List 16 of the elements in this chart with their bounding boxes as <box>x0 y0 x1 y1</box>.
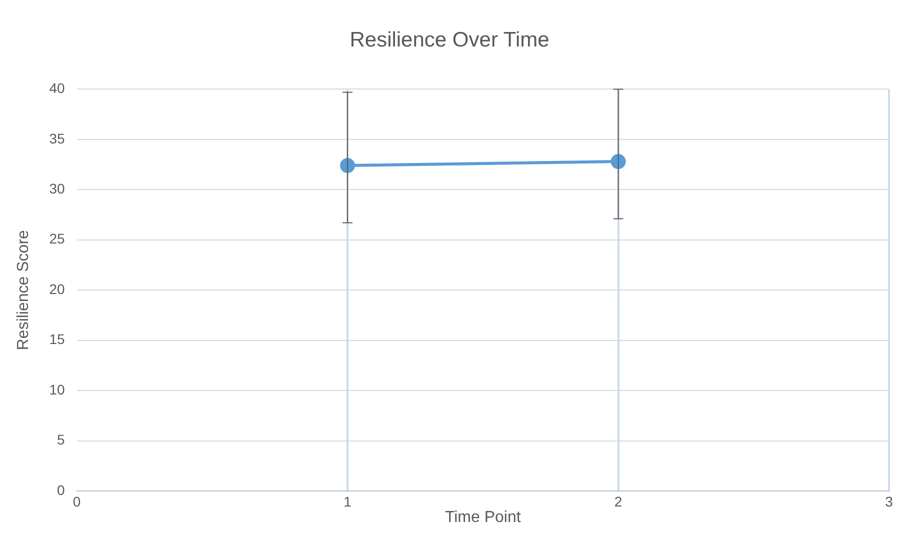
y-tick-label: 0 <box>56 482 65 498</box>
x-tick-label: 1 <box>344 493 352 510</box>
y-tick-label: 25 <box>49 230 65 247</box>
y-axis-title: Resilience Score <box>15 230 32 350</box>
y-tick-label: 20 <box>49 280 65 297</box>
y-tick-label: 15 <box>49 331 65 348</box>
y-tick-label: 10 <box>49 381 65 398</box>
chart-title: Resilience Over Time <box>350 28 550 52</box>
y-tick-label: 35 <box>49 130 65 146</box>
x-tick-label: 0 <box>72 493 81 510</box>
x-axis-title: Time Point <box>444 508 522 526</box>
x-tick-label: 2 <box>614 493 622 510</box>
y-tick-label: 5 <box>56 432 65 448</box>
y-tick-label: 40 <box>49 80 65 96</box>
y-tick-label: 30 <box>49 180 65 197</box>
x-tick-label: 3 <box>885 493 894 510</box>
